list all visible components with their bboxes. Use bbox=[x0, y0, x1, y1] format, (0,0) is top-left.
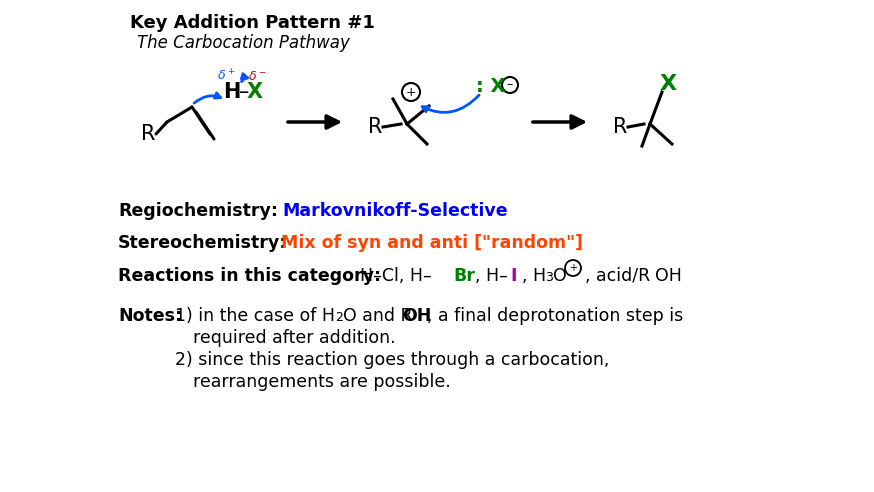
Text: , H–: , H– bbox=[475, 267, 508, 285]
Text: –: – bbox=[507, 79, 513, 92]
Text: Key Addition Pattern #1: Key Addition Pattern #1 bbox=[130, 14, 375, 32]
Text: 2: 2 bbox=[335, 311, 343, 324]
Text: X: X bbox=[247, 82, 263, 102]
Text: R: R bbox=[141, 124, 156, 144]
Text: R: R bbox=[368, 117, 382, 137]
Text: O: O bbox=[553, 267, 566, 285]
Text: Stereochemistry:: Stereochemistry: bbox=[118, 234, 288, 252]
Text: Notes:: Notes: bbox=[118, 307, 182, 325]
Text: required after addition.: required after addition. bbox=[193, 329, 396, 347]
Text: , acid/R: , acid/R bbox=[585, 267, 650, 285]
Text: , a final deprotonation step is: , a final deprotonation step is bbox=[427, 307, 683, 325]
Text: rearrangements are possible.: rearrangements are possible. bbox=[193, 373, 451, 391]
Text: +: + bbox=[569, 263, 577, 273]
Text: 1) in the case of H: 1) in the case of H bbox=[175, 307, 335, 325]
Text: H–Cl, H–: H–Cl, H– bbox=[360, 267, 432, 285]
Text: 3: 3 bbox=[545, 271, 553, 284]
Text: Regiochemistry:: Regiochemistry: bbox=[118, 202, 278, 220]
Text: , H: , H bbox=[522, 267, 546, 285]
Text: –: – bbox=[239, 82, 249, 102]
Text: $\delta^+$: $\delta^+$ bbox=[217, 68, 235, 84]
Text: Reactions in this category:: Reactions in this category: bbox=[118, 267, 381, 285]
Text: R: R bbox=[613, 117, 628, 137]
Text: I: I bbox=[510, 267, 517, 285]
Text: The Carbocation Pathway: The Carbocation Pathway bbox=[137, 34, 350, 52]
Text: O and R: O and R bbox=[343, 307, 413, 325]
Text: $\delta^-$: $\delta^-$ bbox=[247, 69, 267, 83]
Text: Markovnikoff-Selective: Markovnikoff-Selective bbox=[282, 202, 508, 220]
Text: +: + bbox=[406, 86, 416, 98]
Text: : X: : X bbox=[476, 78, 505, 96]
Text: 2) since this reaction goes through a carbocation,: 2) since this reaction goes through a ca… bbox=[175, 351, 609, 369]
Text: X: X bbox=[660, 74, 676, 94]
Text: OH: OH bbox=[655, 267, 682, 285]
Text: H: H bbox=[224, 82, 240, 102]
Text: Mix of syn and anti ["random"]: Mix of syn and anti ["random"] bbox=[281, 234, 583, 252]
Text: Br: Br bbox=[453, 267, 475, 285]
Text: OH: OH bbox=[402, 307, 432, 325]
